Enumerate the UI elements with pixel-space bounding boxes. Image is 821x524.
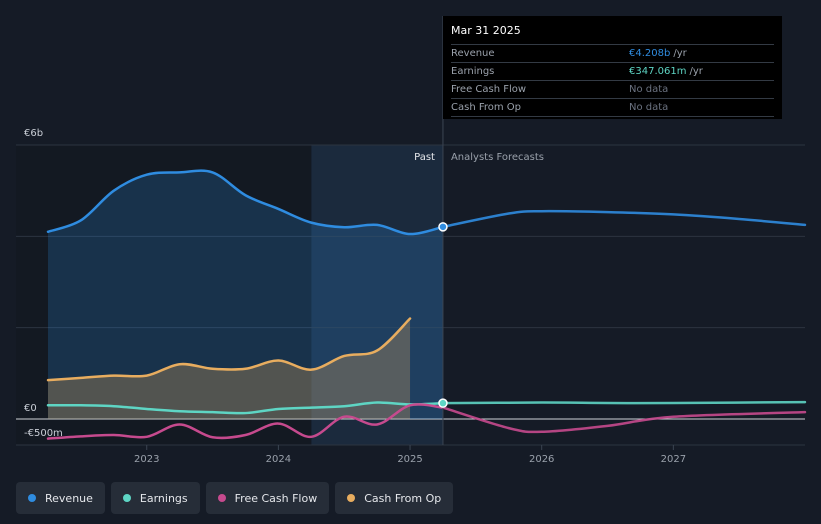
legend-item-earnings[interactable]: Earnings	[110, 482, 200, 514]
y-label-top: €6b	[24, 128, 43, 139]
x-tick-label: 2023	[134, 454, 159, 465]
tooltip-row-cash-from-op: Cash From Op No data	[451, 98, 774, 117]
tooltip-value: €4.208b/yr	[629, 48, 687, 59]
tooltip-label: Revenue	[451, 48, 495, 59]
x-tick-label: 2026	[529, 454, 554, 465]
legend-label: Earnings	[139, 491, 188, 505]
x-tick-label: 2027	[661, 454, 686, 465]
legend-item-cash-from-op[interactable]: Cash From Op	[335, 482, 454, 514]
tooltip-label: Free Cash Flow	[451, 84, 527, 95]
past-background	[16, 145, 312, 445]
x-tick-label: 2025	[397, 454, 422, 465]
earnings-dot-icon	[122, 494, 131, 502]
tooltip-row-free-cash-flow: Free Cash Flow No data	[451, 80, 774, 98]
hover-tooltip: Mar 31 2025 Revenue €4.208b/yr Earnings …	[443, 16, 782, 119]
line-earnings-forecast	[441, 400, 807, 405]
tooltip-value: No data	[629, 84, 669, 95]
free-cash-flow-dot-icon	[217, 494, 226, 502]
past-highlight-band	[311, 145, 443, 445]
area-cash-from-op	[48, 318, 411, 419]
line-revenue-past	[46, 169, 445, 236]
legend-label: Free Cash Flow	[234, 491, 318, 505]
line-cash-from-op-past	[46, 317, 412, 382]
legend-label: Cash From Op	[364, 491, 442, 505]
legend-item-revenue[interactable]: Revenue	[16, 482, 105, 514]
x-tick-label: 2024	[266, 454, 291, 465]
tooltip-row-earnings: Earnings €347.061m/yr	[451, 62, 774, 80]
legend-item-free-cash-flow[interactable]: Free Cash Flow	[205, 482, 330, 514]
tooltip-value: No data	[629, 102, 669, 113]
line-free-cash-flow-past	[46, 403, 445, 440]
past-label: Past	[414, 152, 435, 163]
hover-point-earnings	[438, 398, 448, 408]
y-label-bottom: -€500m	[24, 428, 63, 439]
revenue-dot-icon	[28, 494, 36, 502]
y-label-zero: €0	[24, 403, 37, 414]
legend-label: Revenue	[45, 491, 93, 505]
chart-legend: Revenue Earnings Free Cash Flow Cash Fro…	[16, 482, 454, 514]
line-revenue-forecast	[441, 209, 807, 229]
tooltip-date: Mar 31 2025	[451, 24, 521, 37]
tooltip-row-revenue: Revenue €4.208b/yr	[451, 44, 774, 62]
cash-from-op-dot-icon	[347, 494, 356, 502]
tooltip-label: Cash From Op	[451, 102, 522, 113]
tooltip-value: €347.061m/yr	[629, 66, 703, 77]
hover-point-revenue	[438, 222, 448, 232]
tooltip-label: Earnings	[451, 66, 495, 77]
line-free-cash-flow-forecast	[441, 406, 807, 434]
forecast-label: Analysts Forecasts	[451, 152, 544, 163]
line-earnings-past	[46, 401, 445, 415]
